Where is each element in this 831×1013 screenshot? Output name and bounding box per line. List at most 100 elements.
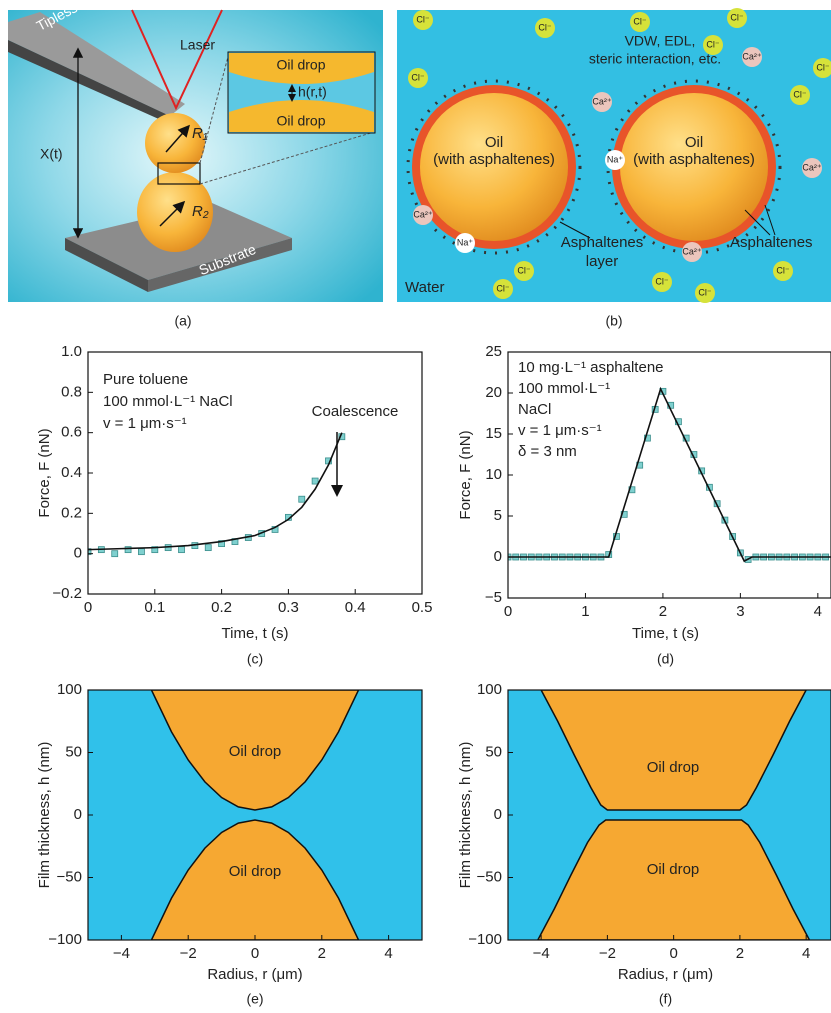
x-tick-label: 3 (736, 603, 744, 620)
condition-text: 100 mmol·L⁻¹ (518, 380, 610, 397)
x-tick-label: 4 (814, 603, 822, 620)
x-tick-label: 0 (669, 945, 677, 962)
x-tick-label: −2 (599, 945, 616, 962)
region-label: Oil drop (229, 743, 282, 760)
label: layer (586, 253, 619, 270)
y-tick-label: 20 (485, 384, 502, 401)
panel-label: (c) (247, 651, 263, 667)
x-axis-label: Time, t (s) (632, 625, 699, 642)
x-tick-label: 4 (802, 945, 810, 962)
x-tick-label: 0 (251, 945, 259, 962)
ion-label: Cl⁻ (416, 14, 429, 24)
panel-label: (e) (246, 991, 263, 1007)
label: X(t) (40, 146, 63, 162)
x-tick-label: 0.3 (278, 599, 299, 616)
figure: Tipless cantilever Laser Oil drop h(r,t)… (0, 0, 831, 1013)
label: Oil drop (276, 113, 325, 129)
ion-label: Cl⁻ (538, 22, 551, 32)
y-tick-label: 100 (57, 681, 82, 698)
y-tick-label: −100 (48, 931, 82, 948)
label: (with asphaltenes) (433, 151, 555, 168)
data-point (112, 551, 118, 557)
y-tick-label: 50 (65, 743, 82, 760)
ion-label: Cl⁻ (816, 62, 829, 72)
label: Asphaltenes (561, 234, 644, 251)
y-tick-label: 0.4 (61, 464, 82, 481)
y-tick-label: 10 (485, 466, 502, 483)
ion-label: Ca²⁺ (413, 209, 433, 219)
panel-b: VDW, EDL, steric interaction, etc. Oil (… (397, 8, 831, 329)
ion-label: Cl⁻ (496, 283, 509, 293)
data-point (138, 549, 144, 555)
label: Water (405, 279, 444, 296)
ion-label: Cl⁻ (706, 39, 719, 49)
label: R₂ (192, 203, 209, 220)
x-tick-label: −2 (180, 945, 197, 962)
y-tick-label: −5 (485, 589, 502, 606)
ion-label: Cl⁻ (776, 265, 789, 275)
ion-label: Cl⁻ (655, 276, 668, 286)
y-axis-label: Force, F (nN) (457, 430, 474, 519)
plot-area (85, 433, 345, 557)
data-point (125, 547, 131, 553)
annotation: Coalescence (312, 403, 399, 420)
chart: 10 mg·L⁻¹ asphaltene100 mmol·L⁻¹NaClv = … (457, 343, 831, 667)
ion-label: Cl⁻ (698, 287, 711, 297)
x-tick-label: 2 (318, 945, 326, 962)
label: R₁ (192, 125, 208, 142)
y-axis-label: Force, F (nN) (36, 428, 53, 517)
condition-text: NaCl (518, 401, 551, 418)
x-tick-label: 2 (736, 945, 744, 962)
x-tick-label: −4 (113, 945, 130, 962)
panel-a: Tipless cantilever Laser Oil drop h(r,t)… (8, 0, 383, 329)
ion-label: Ca²⁺ (592, 96, 612, 106)
label: Oil drop (276, 57, 325, 73)
ion-label: Cl⁻ (633, 16, 646, 26)
chart: Pure toluene 100 mmol·L⁻¹ NaCl v = 1 μm·s⁻… (36, 343, 432, 667)
plot-area (88, 690, 422, 940)
panel-label: (b) (605, 313, 622, 329)
y-tick-label: 50 (485, 743, 502, 760)
x-axis-label: Radius, r (μm) (207, 966, 302, 983)
label: steric interaction, etc. (589, 51, 721, 67)
ion-label: Ca²⁺ (682, 246, 702, 256)
label: h(r,t) (298, 84, 327, 100)
x-tick-label: 0.1 (144, 599, 165, 616)
x-tick-label: 0.4 (345, 599, 366, 616)
y-tick-label: 0 (74, 545, 82, 562)
condition-text: Pure toluene (103, 371, 188, 388)
plot-frame (88, 352, 422, 594)
ion-label: Cl⁻ (517, 265, 530, 275)
label: Oil (685, 134, 703, 151)
y-axis-label: Film thickness, h (nm) (36, 742, 53, 889)
x-tick-label: 0.2 (211, 599, 232, 616)
ion-label: Ca²⁺ (742, 51, 762, 61)
ion-label: Cl⁻ (793, 89, 806, 99)
y-tick-label: −100 (468, 931, 502, 948)
drop-upper (145, 113, 205, 173)
label: (with asphaltenes) (633, 151, 755, 168)
condition-text: 10 mg·L⁻¹ asphaltene (518, 359, 664, 376)
y-tick-label: 0.6 (61, 424, 82, 441)
condition-text: 100 mmol·L⁻¹ NaCl (103, 393, 233, 410)
y-tick-label: 1.0 (61, 343, 82, 360)
panel-label: (a) (174, 313, 191, 329)
ion-label: Ca²⁺ (802, 162, 822, 172)
y-tick-label: 0.8 (61, 383, 82, 400)
region-label: Oil drop (647, 759, 700, 776)
ion-label: Na⁺ (457, 237, 474, 247)
y-tick-label: 5 (494, 507, 502, 524)
x-tick-label: 0.5 (412, 599, 433, 616)
data-point (179, 547, 185, 553)
panel-label: (d) (657, 651, 674, 667)
region-label: Oil drop (647, 861, 700, 878)
panel-label: (f) (659, 991, 672, 1007)
y-tick-label: −0.2 (52, 585, 82, 602)
data-point (312, 478, 318, 484)
x-tick-label: −4 (533, 945, 550, 962)
y-tick-label: 25 (485, 343, 502, 360)
condition-text: v = 1 μm·s⁻¹ (103, 415, 187, 432)
y-tick-label: −50 (477, 868, 502, 885)
x-axis-label: Radius, r (μm) (618, 966, 713, 983)
